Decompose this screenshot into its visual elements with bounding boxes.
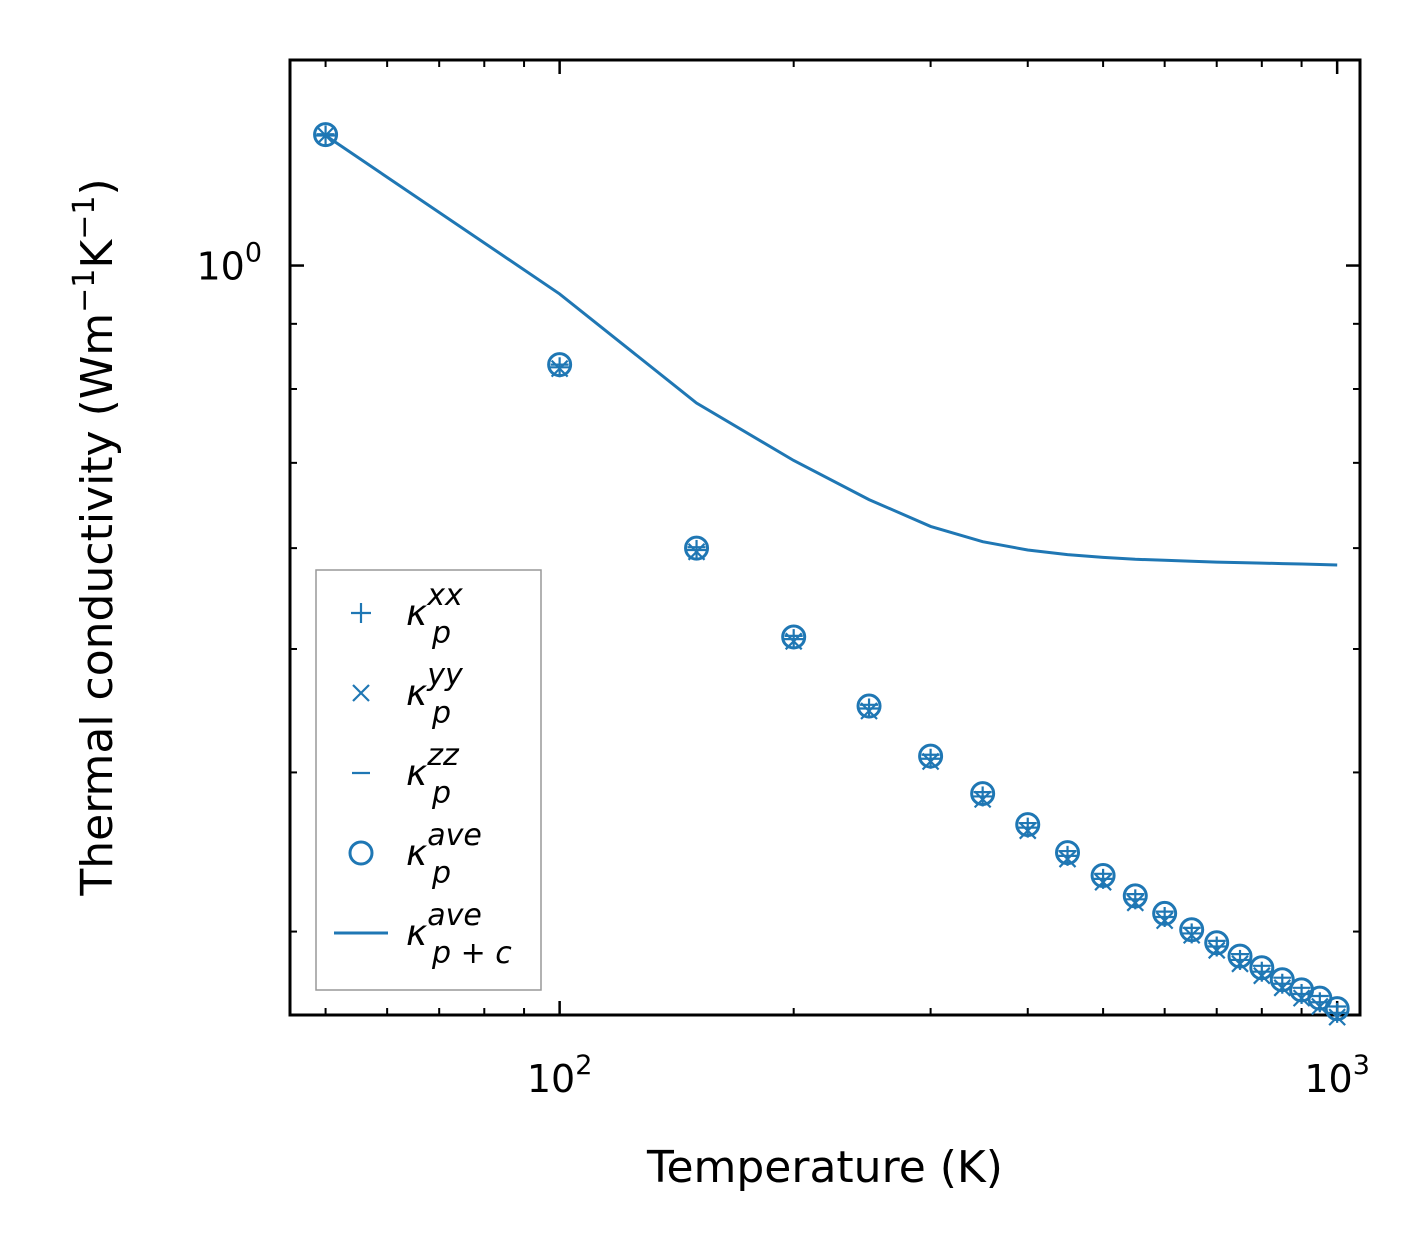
- series-line: [324, 134, 1338, 567]
- data-point: [1204, 930, 1230, 956]
- data-point: [547, 352, 573, 378]
- x-tick-label: 103: [1304, 1050, 1370, 1101]
- data-point: [686, 539, 707, 560]
- legend-marker-swatch: [348, 840, 374, 866]
- data-point: [1249, 955, 1275, 981]
- data-point: [783, 629, 804, 650]
- data-point: [1324, 996, 1350, 1022]
- data-point: [859, 698, 880, 719]
- data-point: [1227, 943, 1253, 969]
- data-point: [1055, 840, 1081, 866]
- series-p-c-ave: [324, 134, 1338, 567]
- data-point: [856, 693, 882, 719]
- series-yy: [316, 126, 1346, 1026]
- y-tick-label: 100: [196, 238, 262, 289]
- data-point: [1155, 911, 1174, 930]
- axis-ticks: [290, 60, 1360, 1015]
- data-point: [1292, 989, 1311, 1007]
- x-axis-title: Temperature (K): [646, 1142, 1003, 1193]
- legend-frame: [315, 569, 542, 991]
- plot-area: [313, 122, 1350, 1026]
- data-point: [1179, 917, 1205, 943]
- axis-tick-labels: 102 103 100: [196, 238, 1369, 1101]
- data-point: [1126, 894, 1145, 912]
- data-point: [970, 781, 996, 807]
- data-point: [1152, 900, 1178, 926]
- series-ave: [313, 122, 1350, 1022]
- data-point: [1122, 883, 1148, 909]
- legend-item: κave p: [348, 818, 482, 891]
- legend-label: κave p + c: [406, 898, 512, 971]
- data-point: [1328, 1008, 1346, 1026]
- legend-item: κyy p: [352, 658, 464, 731]
- data-point: [918, 743, 944, 769]
- legend-label: κxx p: [406, 578, 463, 651]
- legend-label: κyy p: [406, 658, 464, 731]
- series-zz: [316, 133, 1347, 1008]
- legend-item: κzz p: [352, 738, 460, 811]
- plot-frame: [288, 58, 1362, 1017]
- data-point: [313, 122, 339, 148]
- x-tick-label: 102: [527, 1050, 593, 1101]
- legend-label: κzz p: [406, 738, 460, 811]
- data-point: [1207, 941, 1226, 960]
- data-point: [781, 624, 807, 650]
- legend-marker-swatch: [352, 684, 370, 702]
- data-point: [1015, 812, 1041, 838]
- data-point: [1269, 967, 1295, 993]
- legend-item: κxx p: [351, 578, 463, 651]
- legend-marker-swatch: [351, 603, 371, 623]
- data-point: [920, 748, 941, 769]
- data-point: [1090, 862, 1116, 888]
- legend-label: κave p: [406, 818, 482, 891]
- data-point: [684, 535, 710, 561]
- data-point: [1273, 979, 1292, 997]
- legend-item: κave p + c: [334, 898, 512, 971]
- y-axis-title: Thermal conductivity (Wm−1K−1): [67, 178, 123, 896]
- data-point: [1018, 821, 1037, 840]
- series-xx: [315, 125, 1348, 1023]
- data-point: [1058, 850, 1077, 868]
- data-point: [1253, 966, 1271, 985]
- data-point: [1231, 955, 1249, 973]
- data-point: [1094, 873, 1112, 891]
